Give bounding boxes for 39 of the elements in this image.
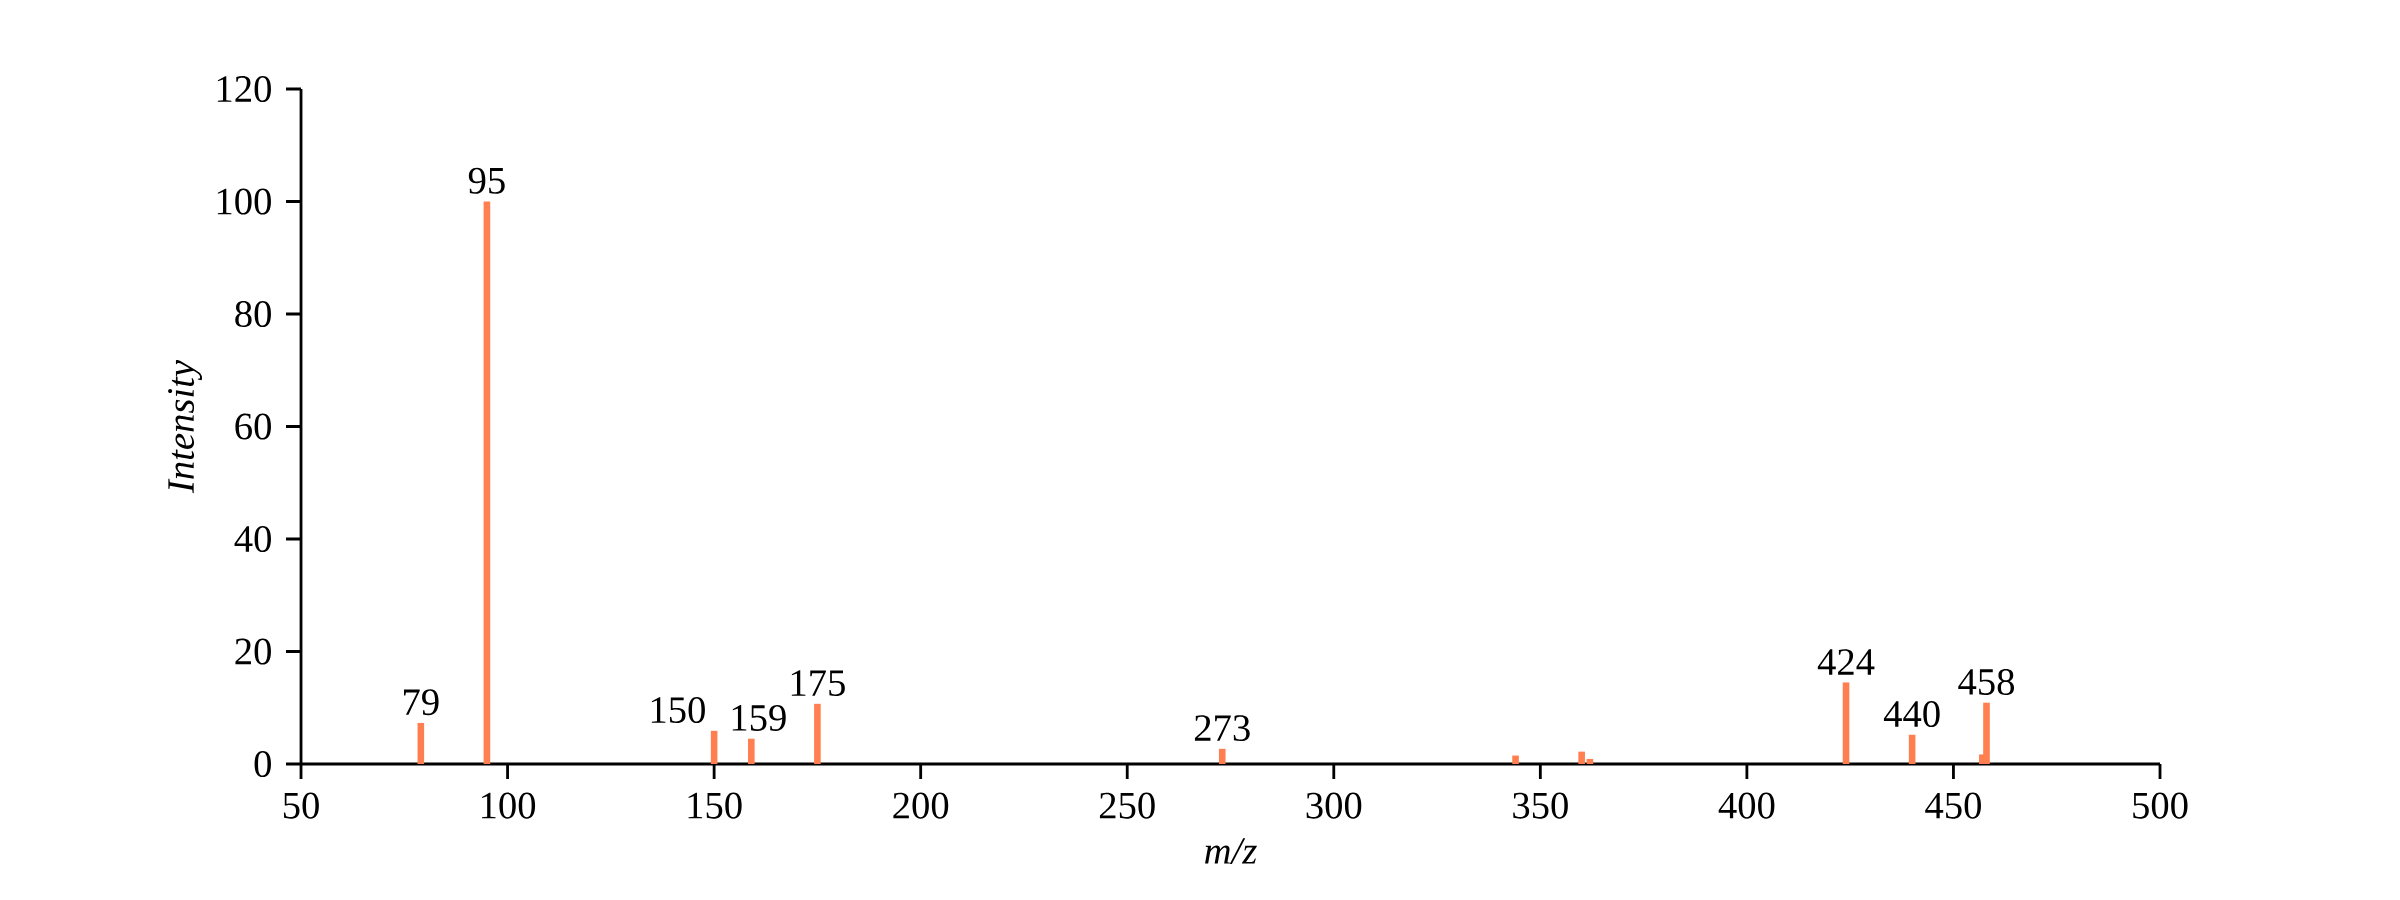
x-tick-label: 200 (893, 792, 949, 819)
x-tick-label: 150 (688, 792, 742, 819)
x-tick-label: 50 (283, 792, 319, 819)
bar (1512, 755, 1519, 765)
annotation: 79 (404, 689, 439, 716)
bar (814, 703, 821, 765)
x-axis-title: m/z (1205, 838, 1257, 864)
y-axis-title: Intensity (168, 359, 202, 494)
y-tick-label: 0 (254, 750, 271, 778)
bar (1908, 734, 1916, 765)
x-tick-label: 100 (481, 792, 536, 819)
x-tick-label: 450 (1925, 792, 1981, 819)
x-tick-label: 350 (1513, 792, 1568, 819)
annotation: 159 (732, 705, 786, 731)
y-tick-label: 60 (235, 413, 271, 440)
y-tick-label: 20 (235, 638, 271, 665)
annotation: 273 (1194, 715, 1250, 742)
bar (1218, 748, 1226, 765)
annotation: 440 (1883, 700, 1940, 728)
x-tick-label: 250 (1099, 792, 1155, 819)
bar (748, 738, 755, 765)
bar (710, 730, 718, 765)
y-tick-label: 40 (234, 525, 271, 553)
x-tick-label: 500 (2133, 792, 2188, 819)
bar (1842, 682, 1850, 765)
annotation: 458 (1958, 668, 2015, 695)
bar (417, 722, 425, 765)
annotation: 424 (1817, 649, 1875, 675)
annotation: 95 (468, 167, 505, 194)
bar (1983, 702, 1990, 765)
y-tick-label: 100 (217, 188, 271, 215)
x-tick-label: 300 (1306, 792, 1362, 819)
annotation: 150 (651, 697, 705, 724)
bar (483, 201, 491, 765)
annotation: 175 (791, 670, 845, 697)
bar (1578, 751, 1585, 765)
y-tick-label: 80 (235, 300, 271, 328)
x-tick-label: 400 (1718, 792, 1775, 819)
y-tick-label: 120 (217, 75, 271, 103)
